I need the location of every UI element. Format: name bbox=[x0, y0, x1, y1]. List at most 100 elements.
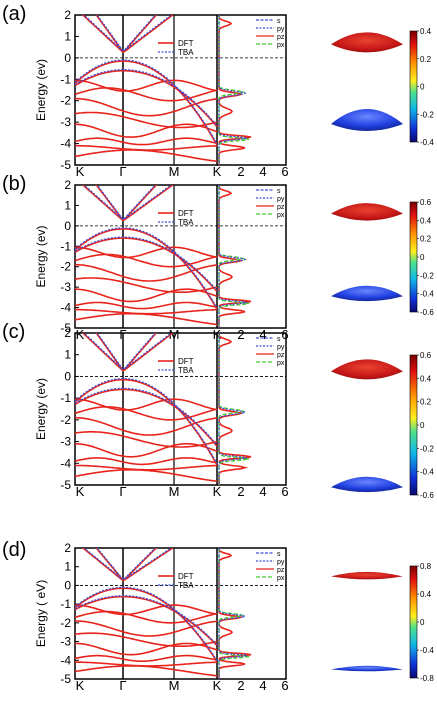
dft-band-line bbox=[75, 610, 217, 624]
tba-band-line bbox=[83, 185, 173, 220]
colorbar-tick-label: -0.2 bbox=[420, 444, 434, 453]
dos-lines bbox=[218, 15, 252, 165]
x-tick-label: M bbox=[169, 678, 180, 693]
dft-band-line bbox=[95, 15, 158, 54]
colorbar bbox=[409, 30, 418, 143]
dft-band-line bbox=[75, 301, 217, 310]
legend-tba-label: TBA bbox=[178, 218, 194, 227]
y-tick-label: 0 bbox=[64, 369, 71, 383]
tba-band-line bbox=[75, 595, 217, 646]
dos-legend-label: px bbox=[277, 212, 285, 219]
dft-band-line bbox=[75, 137, 217, 146]
dos-legend-label: py bbox=[277, 196, 285, 203]
x-tick-label: K bbox=[213, 678, 222, 693]
valence-band-surface bbox=[331, 665, 403, 672]
dft-band-line bbox=[75, 442, 217, 458]
dos-tick-label: 2 bbox=[237, 164, 244, 179]
tba-band-line bbox=[75, 227, 217, 309]
legend-tba-label: TBA bbox=[178, 366, 194, 375]
dft-band-line bbox=[75, 253, 217, 268]
band-lines bbox=[75, 15, 217, 163]
dos-tick-label: 4 bbox=[259, 164, 266, 179]
x-tick-label: Γ bbox=[119, 678, 126, 693]
x-tick-label: K bbox=[76, 484, 85, 499]
tba-band-line bbox=[75, 59, 217, 145]
dft-band-line bbox=[75, 288, 217, 303]
dft-band-line bbox=[81, 15, 174, 54]
dft-band-line bbox=[75, 263, 217, 282]
y-tick-label: 1 bbox=[64, 29, 71, 43]
dft-band-line bbox=[75, 398, 217, 411]
y-tick-label: -4 bbox=[60, 137, 71, 151]
dft-band-line bbox=[75, 228, 217, 310]
panel-label: (d) bbox=[2, 539, 26, 561]
y-axis-label: Energy (ev) bbox=[34, 378, 48, 440]
dft-band-line bbox=[75, 60, 217, 146]
dft-band-line bbox=[75, 642, 217, 656]
dft-band-line bbox=[75, 665, 217, 677]
y-tick-label: -4 bbox=[60, 301, 71, 315]
dft-band-line bbox=[75, 123, 217, 138]
dos-tick-label: 4 bbox=[259, 327, 266, 342]
colorbar-tick-label: 0 bbox=[420, 253, 425, 262]
tba-band-line bbox=[75, 377, 217, 465]
panel-b: (b)Energy (ev)210-1-2-3-4-5KΓMK246DFTTBA… bbox=[2, 173, 434, 342]
y-tick-label: -5 bbox=[60, 478, 71, 492]
dft-band-line bbox=[75, 469, 217, 482]
dos-py-curve bbox=[218, 185, 248, 328]
colorbar-tick-label: 0 bbox=[420, 421, 425, 430]
panel-label: (b) bbox=[2, 173, 26, 195]
x-tick-label: K bbox=[213, 484, 222, 499]
colorbar-tick-label: 0.2 bbox=[420, 398, 432, 407]
conduction-band-surface bbox=[331, 359, 403, 380]
y-tick-label: 1 bbox=[64, 198, 71, 212]
dft-band-line bbox=[75, 378, 217, 466]
dos-legend-label: py bbox=[277, 26, 285, 33]
colorbar-tick-label: 0.2 bbox=[420, 55, 432, 64]
colorbar-tick-label: 0.6 bbox=[420, 198, 432, 207]
dos-legend-label: py bbox=[277, 559, 285, 566]
dos-lines bbox=[218, 185, 252, 328]
dft-band-line bbox=[75, 661, 217, 667]
dft-band-line bbox=[75, 97, 217, 117]
tba-band-line bbox=[83, 333, 173, 370]
dos-legend-label: pz bbox=[277, 352, 285, 359]
y-tick-label: 1 bbox=[64, 348, 71, 362]
dft-band-line bbox=[75, 431, 217, 448]
dos-py-curve bbox=[218, 333, 248, 485]
dft-band-line bbox=[75, 620, 217, 637]
x-tick-label: M bbox=[169, 164, 180, 179]
dos-tick-label: 4 bbox=[259, 678, 266, 693]
dft-band-line bbox=[95, 333, 158, 372]
dft-band-line bbox=[75, 79, 217, 92]
dos-legend-label: s bbox=[277, 188, 281, 195]
dft-band-line bbox=[81, 333, 174, 372]
y-tick-label: 2 bbox=[64, 541, 71, 555]
y-tick-label: -5 bbox=[60, 158, 71, 172]
y-tick-label: -1 bbox=[60, 72, 71, 86]
dft-band-line bbox=[75, 308, 217, 315]
panel-c: (c)Energy (ev)210-1-2-3-4-5 K Γ M K 2 4 6DFTTBA… bbox=[2, 321, 434, 500]
y-tick-label: -2 bbox=[60, 616, 71, 630]
dft-band-line bbox=[75, 405, 217, 421]
colorbar-tick-label: -0.6 bbox=[420, 308, 434, 317]
dos-legend-label: px bbox=[277, 360, 285, 367]
plot-frame bbox=[74, 184, 287, 329]
colorbar-tick-label: -0.4 bbox=[420, 468, 434, 477]
valence-band-surface bbox=[331, 476, 403, 493]
colorbar-tick-label: 0.4 bbox=[420, 374, 432, 383]
dos-legend-label: pz bbox=[277, 34, 285, 41]
band-lines bbox=[75, 333, 217, 482]
tba-band-line bbox=[75, 236, 217, 291]
band-lines bbox=[75, 548, 217, 677]
dos-tick-label: 2 bbox=[237, 678, 244, 693]
x-tick-label: Γ bbox=[119, 484, 126, 499]
conduction-band-surface bbox=[331, 203, 403, 221]
dos-legend-label: px bbox=[277, 575, 285, 582]
dos-tick-label: 6 bbox=[281, 484, 288, 499]
plot-frame bbox=[74, 14, 287, 166]
colorbar bbox=[409, 565, 418, 679]
dft-band-line bbox=[75, 149, 217, 163]
y-tick-label: -1 bbox=[60, 239, 71, 253]
y-tick-label: 2 bbox=[64, 178, 71, 192]
